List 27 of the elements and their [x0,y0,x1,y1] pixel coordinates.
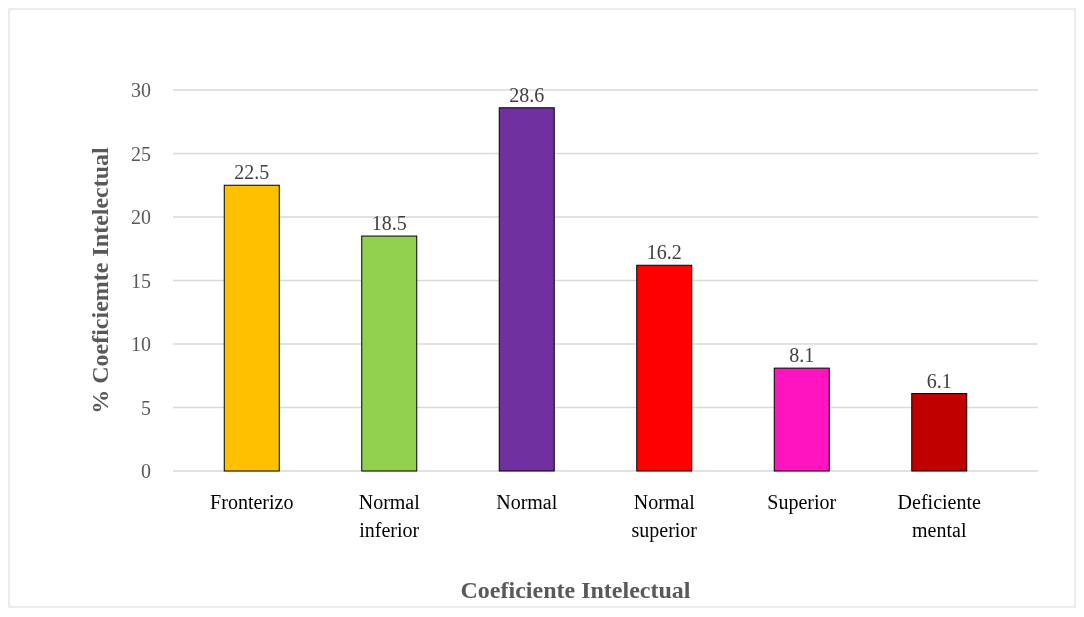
bar [361,235,418,472]
y-tick-label: 15 [131,269,151,292]
x-tick-label: Deficiente mental [897,491,982,541]
bar [911,393,968,472]
data-label: 6.1 [926,369,952,392]
y-axis-title: % Coeficiemte Intelectual [87,146,113,414]
y-tick-label: 0 [141,460,151,482]
data-label: 16.2 [646,241,682,264]
x-axis-title: Coeficiente Intelectual [460,577,691,603]
bar [773,367,830,472]
x-tick-label: Normal [496,491,558,513]
y-tick-label: 25 [131,142,151,165]
y-tick-label: 30 [131,79,151,101]
bar [636,264,693,472]
x-tick-label: Normal superior [631,491,698,542]
x-tick-label: Superior [767,491,837,514]
x-tick-label: Normal inferior [358,491,421,541]
data-label: 18.5 [371,212,407,235]
y-tick-label: 10 [131,333,151,355]
data-label: 28.6 [509,83,545,106]
data-label: 22.5 [234,161,270,184]
y-tick-label: 5 [141,396,151,419]
x-tick-label: Fronterizo [210,491,294,513]
bar [223,184,280,472]
y-tick-label: 20 [131,206,151,228]
bar [498,107,555,472]
data-label: 8.1 [789,344,815,367]
